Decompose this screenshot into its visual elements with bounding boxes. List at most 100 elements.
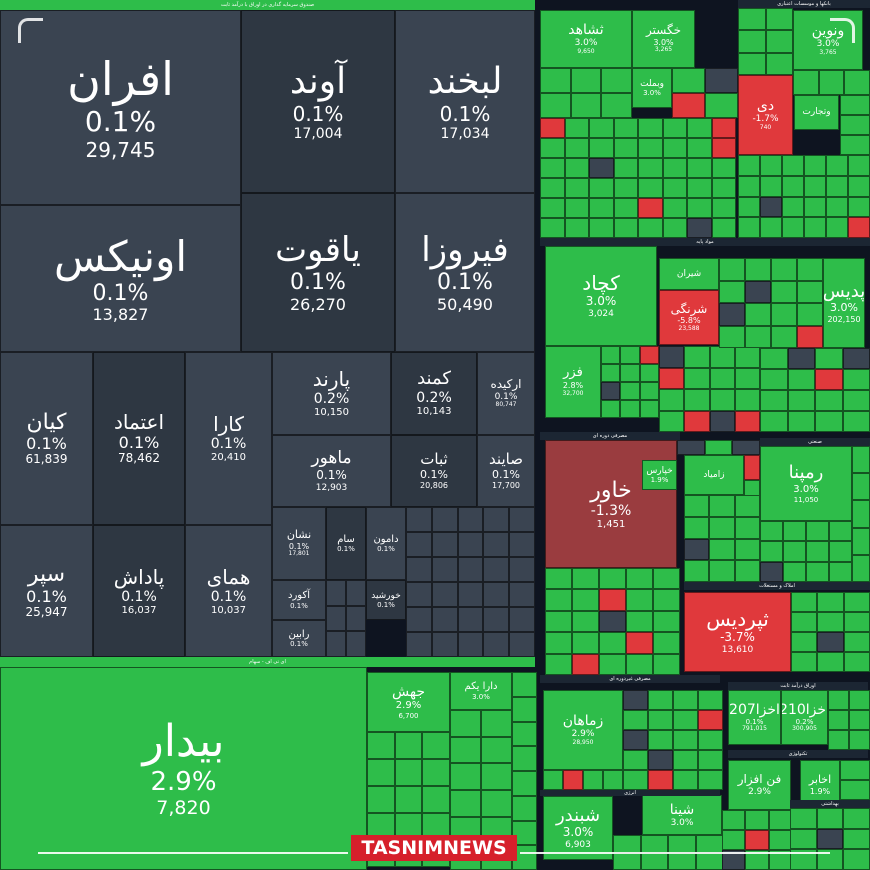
minor-tile[interactable] [804,175,826,197]
tile-25[interactable]: جهش 2.9% 6,700 [367,672,450,732]
tile-40[interactable]: زامیاد [684,455,744,495]
minor-tile[interactable] [406,557,432,582]
tile-5[interactable]: فیروزا 0.1% 50,490 [395,193,535,352]
minor-tile[interactable] [653,568,680,590]
minor-tile[interactable] [483,557,510,582]
minor-tile[interactable] [783,561,806,582]
tile-23[interactable]: رابین 0.1% [272,620,326,657]
minor-tile[interactable] [648,730,673,750]
tile-47[interactable]: اخزا210 0.2% 300,905 [781,690,828,745]
minor-tile[interactable] [745,810,769,830]
minor-tile[interactable] [840,115,870,135]
minor-tile[interactable] [483,582,510,607]
minor-tile[interactable] [638,218,663,238]
minor-tile[interactable] [738,175,760,197]
minor-tile[interactable] [613,118,638,138]
minor-tile[interactable] [346,605,366,632]
minor-tile[interactable] [815,348,843,369]
minor-tile[interactable] [698,750,723,770]
minor-tile[interactable] [734,538,760,561]
minor-tile[interactable] [840,135,870,155]
minor-tile[interactable] [509,632,535,657]
minor-tile[interactable] [711,138,736,158]
tile-26[interactable]: دارا یکم 3.0% [450,672,512,710]
minor-tile[interactable] [601,400,621,418]
minor-tile[interactable] [638,178,663,198]
minor-tile[interactable] [564,158,589,178]
minor-tile[interactable] [745,830,769,850]
minor-tile[interactable] [509,557,535,582]
minor-tile[interactable] [734,495,760,517]
minor-tile[interactable] [760,155,782,176]
minor-tile[interactable] [509,507,535,532]
minor-tile[interactable] [540,158,565,178]
minor-tile[interactable] [623,750,648,770]
tile-3[interactable]: اونیکس 0.1% 13,827 [0,205,241,352]
minor-tile[interactable] [719,258,745,281]
minor-tile[interactable] [734,560,760,582]
minor-tile[interactable] [540,218,565,238]
minor-tile[interactable] [684,516,710,539]
minor-tile[interactable] [540,68,571,93]
minor-tile[interactable] [564,118,589,138]
minor-tile[interactable] [848,196,870,218]
minor-tile[interactable] [572,568,599,590]
minor-tile[interactable] [842,390,870,411]
minor-tile[interactable] [797,303,823,326]
minor-tile[interactable] [326,631,346,657]
minor-tile[interactable] [684,538,710,561]
minor-tile[interactable] [804,155,826,176]
tile-24[interactable]: بیدار 2.9% 7,820 [0,667,367,870]
minor-tile[interactable] [709,389,735,411]
minor-tile[interactable] [684,367,710,389]
minor-tile[interactable] [603,770,623,790]
minor-tile[interactable] [804,217,826,238]
minor-tile[interactable] [806,561,829,582]
minor-tile[interactable] [512,672,537,697]
minor-tile[interactable] [620,364,640,382]
minor-tile[interactable] [659,389,685,411]
minor-tile[interactable] [765,8,793,31]
minor-tile[interactable] [540,118,565,138]
tile-44[interactable]: شبندر 3.0% 6,903 [543,796,613,860]
minor-tile[interactable] [512,746,537,771]
minor-tile[interactable] [828,730,849,750]
minor-tile[interactable] [659,367,685,389]
minor-tile[interactable] [648,710,673,730]
tile-13[interactable]: ثبات 0.1% 20,806 [391,435,477,507]
minor-tile[interactable] [589,178,614,198]
minor-tile[interactable] [852,446,870,474]
minor-tile[interactable] [653,589,680,611]
minor-tile[interactable] [599,589,626,611]
minor-tile[interactable] [457,632,484,657]
minor-tile[interactable] [840,95,870,115]
minor-tile[interactable] [843,849,870,870]
minor-tile[interactable] [589,198,614,218]
tile-42[interactable]: ثپردیس -3.7% 13,610 [684,592,791,672]
minor-tile[interactable] [457,557,484,582]
minor-tile[interactable] [791,632,818,652]
minor-tile[interactable] [662,158,687,178]
minor-tile[interactable] [662,138,687,158]
minor-tile[interactable] [677,440,705,455]
minor-tile[interactable] [583,770,603,790]
minor-tile[interactable] [653,610,680,633]
minor-tile[interactable] [626,568,653,590]
minor-tile[interactable] [787,369,815,390]
tile-15[interactable]: سپر 0.1% 25,947 [0,525,93,657]
minor-tile[interactable] [450,710,481,737]
minor-tile[interactable] [734,346,760,368]
tile-27[interactable]: ثشاهد 3.0% 9,650 [540,10,632,68]
minor-tile[interactable] [422,732,450,759]
minor-tile[interactable] [481,710,512,737]
minor-tile[interactable] [787,348,815,369]
minor-tile[interactable] [829,541,852,562]
minor-tile[interactable] [431,532,458,557]
minor-tile[interactable] [394,732,423,759]
minor-tile[interactable] [659,346,685,368]
minor-tile[interactable] [711,218,736,238]
minor-tile[interactable] [771,303,797,326]
minor-tile[interactable] [572,589,599,611]
minor-tile[interactable] [848,175,870,197]
minor-tile[interactable] [512,795,537,821]
